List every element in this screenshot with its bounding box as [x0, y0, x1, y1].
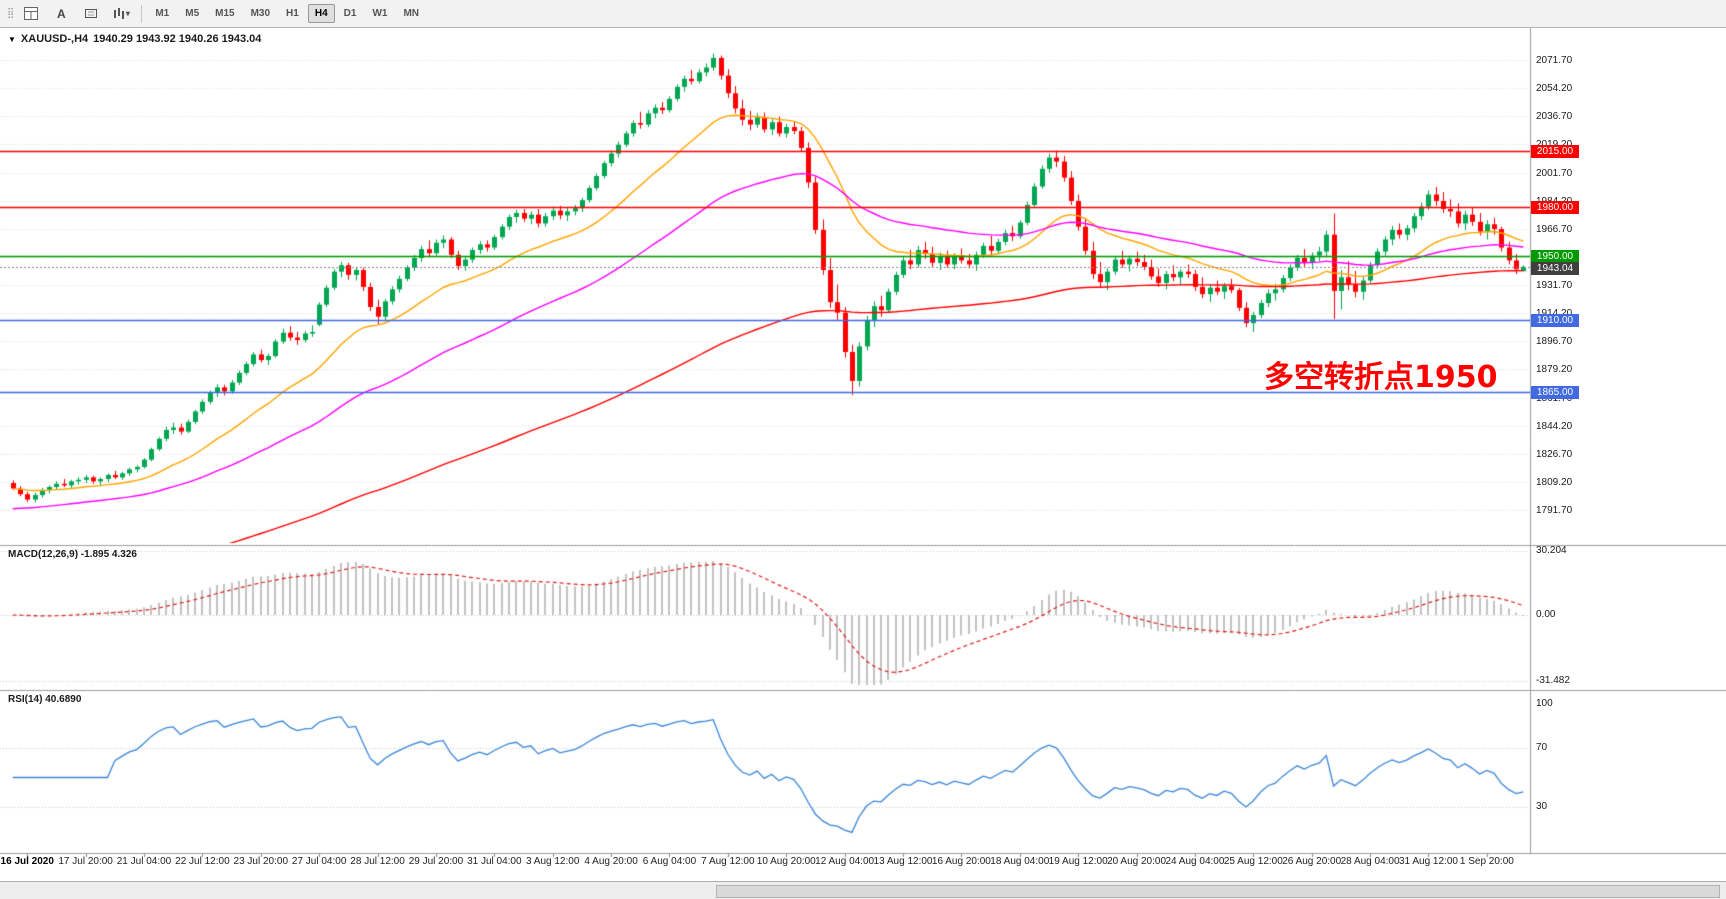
time-axis-label: 3 Aug 12:00: [526, 856, 580, 867]
time-axis-label: 28 Jul 12:00: [350, 856, 405, 867]
macd-axis-label: -31.482: [1536, 675, 1570, 687]
timeframe-m15[interactable]: M15: [215, 8, 235, 19]
time-axis-label: 12 Aug 04:00: [815, 856, 875, 867]
timeframe-m5[interactable]: M5: [185, 8, 200, 19]
time-axis-label: 28 Aug 04:00: [1340, 856, 1400, 867]
price-axis-label: 1844.20: [1536, 420, 1573, 432]
collapse-indicator-icon[interactable]: [8, 33, 16, 45]
time-axis-label: 23 Jul 20:00: [233, 856, 289, 867]
time-axis-label: 22 Jul 12:00: [175, 856, 230, 867]
horizontal-scrollbar[interactable]: [0, 881, 1726, 899]
price-axis-label: 1931.70: [1536, 279, 1573, 291]
ohlc-values: 1940.29 1943.92 1940.26 1943.04: [93, 33, 262, 45]
rsi-axis-label: 70: [1536, 742, 1548, 754]
hline-price-tag[interactable]: 1910.00: [1531, 313, 1579, 327]
timeframe-m1[interactable]: M1: [155, 8, 170, 19]
symbol-label: XAUUSD-,H4: [20, 33, 89, 45]
time-axis-label: 6 Aug 04:00: [642, 856, 697, 867]
chart-header: XAUUSD-,H4 1940.29 1943.92 1940.26 1943.…: [8, 33, 261, 45]
price-axis-label: 1879.20: [1536, 363, 1573, 375]
time-axis-label: 21 Jul 04:00: [116, 856, 172, 867]
time-axis-label: 13 Aug 12:00: [873, 856, 933, 867]
time-axis-label: 31 Jul 04:00: [467, 856, 522, 867]
price-axis-label: 1791.70: [1536, 504, 1573, 516]
chart-window-icon-button[interactable]: [17, 3, 45, 25]
timeframe-d1[interactable]: D1: [343, 8, 357, 19]
timeframe-h4[interactable]: H4: [307, 4, 335, 23]
time-axis-label: 18 Aug 04:00: [990, 856, 1050, 867]
macd-axis-label: 0.00: [1536, 609, 1556, 620]
letter-a-button[interactable]: A: [47, 3, 75, 25]
toolbar: ⣿ A ▾ M1 M5 M15 M30 H1 H4 D1 W1 MN: [0, 0, 1726, 28]
timeframe-m30[interactable]: M30: [250, 8, 271, 19]
letter-a-label: A: [56, 6, 66, 21]
time-axis-label: 1 Sep 20:00: [1459, 856, 1514, 867]
price-axis-label: 2036.70: [1536, 110, 1573, 122]
time-axis-label: 19 Aug 12:00: [1048, 856, 1108, 867]
price-axis-label: 2071.70: [1536, 54, 1573, 66]
time-axis-label: 4 Aug 20:00: [584, 856, 638, 867]
time-axis-label: 27 Jul 04:00: [291, 856, 347, 867]
rsi-indicator-label: RSI(14) 40.6890: [8, 694, 82, 705]
scrollbar-thumb[interactable]: [716, 885, 1720, 898]
price-axis-label: 2001.70: [1536, 167, 1573, 179]
price-axis-label: 1966.70: [1536, 223, 1573, 235]
macd-axis-label: 30.204: [1536, 545, 1567, 557]
timeframe-group: M1 M5 M15 M30 H1 H4 D1 W1 MN: [147, 4, 427, 23]
price-axis-label: 1896.70: [1536, 335, 1573, 347]
chart-text-annotation[interactable]: 多空转折点1950: [1264, 360, 1498, 395]
timeframe-mn[interactable]: MN: [403, 8, 419, 19]
hline-price-tag[interactable]: 1980.00: [1531, 200, 1579, 214]
timeframe-h1[interactable]: H1: [286, 8, 299, 19]
bars-style-dropdown-button[interactable]: ▾: [107, 3, 135, 25]
time-axis-label: 17 Jul 20:00: [58, 856, 113, 867]
price-axis-label: 2054.20: [1536, 82, 1573, 94]
bars-icon: [113, 8, 124, 19]
hline-price-tag[interactable]: 2015.00: [1531, 144, 1579, 158]
hline-price-tag[interactable]: 1865.00: [1531, 385, 1579, 399]
time-axis-label: 16 Jul 2020: [0, 856, 54, 867]
timeframe-w1[interactable]: W1: [372, 8, 388, 19]
toolbar-separator: [141, 4, 143, 23]
grid-icon: [24, 7, 39, 20]
price-axis-label: 1914.20: [1536, 308, 1572, 319]
time-axis-label: 10 Aug 20:00: [756, 856, 816, 867]
time-axis-label: 31 Aug 12:00: [1398, 856, 1458, 867]
frame-tool-button[interactable]: [77, 3, 105, 25]
hline-price-tag[interactable]: 1950.00: [1531, 249, 1579, 263]
toolbar-grip-icon: ⣿: [7, 8, 14, 19]
current-price-tag: 1943.04: [1531, 261, 1579, 275]
time-axis-label: 20 Aug 20:00: [1107, 856, 1167, 867]
rsi-axis-label: 100: [1536, 698, 1553, 709]
rsi-axis-label: 30: [1536, 800, 1548, 812]
time-axis-label: 24 Aug 04:00: [1165, 856, 1225, 867]
time-axis-label: 7 Aug 12:00: [701, 856, 755, 867]
time-axis-label: 26 Aug 20:00: [1282, 856, 1342, 867]
price-axis-label: 2019.20: [1536, 139, 1572, 150]
macd-indicator-label: MACD(12,26,9) -1.895 4.326: [8, 549, 137, 560]
time-axis-label: 16 Aug 20:00: [931, 856, 991, 867]
time-axis-label: 29 Jul 20:00: [408, 856, 464, 867]
time-axis-label: 25 Aug 12:00: [1223, 856, 1283, 867]
price-axis-label: 1826.70: [1536, 448, 1573, 460]
price-axis-label: 1809.20: [1536, 476, 1573, 488]
frame-icon: [85, 9, 98, 18]
chevron-down-icon: ▾: [125, 9, 130, 18]
